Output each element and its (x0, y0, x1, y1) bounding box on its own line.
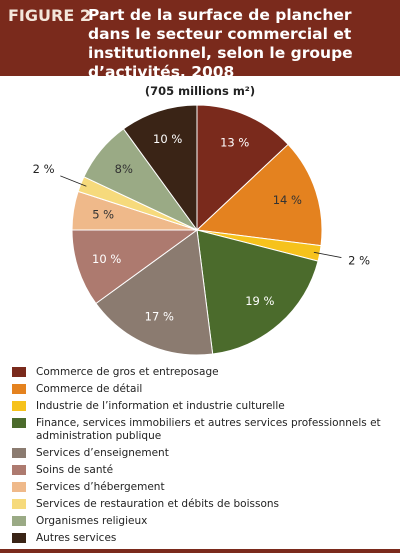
legend-swatch (12, 367, 26, 377)
data-label: 8% (115, 162, 133, 176)
legend-item: Autres services (12, 532, 392, 545)
legend-label: Industrie de l’information et industrie … (36, 400, 285, 412)
legend-swatch (12, 448, 26, 458)
legend-item: Services d’enseignement (12, 447, 392, 460)
legend-item: Services de restauration et débits de bo… (12, 498, 392, 511)
legend-item: Services d’hébergement (12, 481, 392, 494)
legend-item: Soins de santé (12, 464, 392, 477)
leader-line (60, 175, 87, 187)
legend-swatch (12, 533, 26, 543)
legend-label: Commerce de gros et entreposage (36, 366, 219, 378)
data-label: 10 % (153, 132, 182, 146)
legend-item: Finance, services immobiliers et autres … (12, 417, 392, 443)
pie-slice (95, 229, 214, 356)
pie-slice (196, 229, 319, 355)
legend-swatch (12, 384, 26, 394)
pie-slice (196, 104, 289, 232)
legend-item: Commerce de détail (12, 383, 392, 396)
header: FIGURE 2 Part de la surface de plancher … (0, 0, 400, 81)
legend-label: Commerce de détail (36, 383, 143, 395)
legend-label: Services de restauration et débits de bo… (36, 498, 280, 510)
chart-title: Part de la surface de plancher dans le s… (88, 6, 353, 81)
legend-swatch (12, 499, 26, 509)
data-label: 10 % (92, 252, 121, 266)
legend-label: Soins de santé (36, 464, 114, 476)
pie-slice (71, 229, 199, 305)
figure-label: FIGURE 2 (8, 6, 91, 25)
legend-item: Industrie de l’information et industrie … (12, 400, 392, 413)
data-label: 2 % (33, 162, 55, 176)
legend: Commerce de gros et entreposage Commerce … (12, 366, 392, 549)
legend-label: Services d’enseignement (36, 447, 169, 459)
legend-label: Finance, services immobiliers et autres … (36, 417, 381, 442)
data-label: 2 % (348, 253, 370, 267)
legend-swatch (12, 418, 26, 428)
footer-rule (0, 549, 400, 553)
legend-swatch (12, 516, 26, 526)
legend-swatch (12, 401, 26, 411)
leader-line (313, 251, 342, 258)
legend-label: Autres services (36, 532, 117, 544)
chart: 13 % 14 % 2 % 19 % 17 % 10 % 5 % 2 % 8% 10 % (33, 104, 370, 356)
data-label: 17 % (145, 310, 174, 324)
data-label: 14 % (273, 193, 302, 207)
legend-label: Organismes religieux (36, 515, 148, 527)
legend-swatch (12, 465, 26, 475)
data-label: 19 % (245, 294, 274, 308)
legend-item: Organismes religieux (12, 515, 392, 528)
legend-label: Services d’hébergement (36, 481, 165, 493)
data-label: 5 % (92, 208, 114, 222)
legend-item: Commerce de gros et entreposage (12, 366, 392, 379)
data-label: 13 % (220, 135, 249, 149)
pie-slice (122, 104, 198, 232)
pie-slice (195, 143, 323, 247)
chart-subtitle: (705 millions m²) (144, 84, 256, 98)
legend-swatch (12, 482, 26, 492)
